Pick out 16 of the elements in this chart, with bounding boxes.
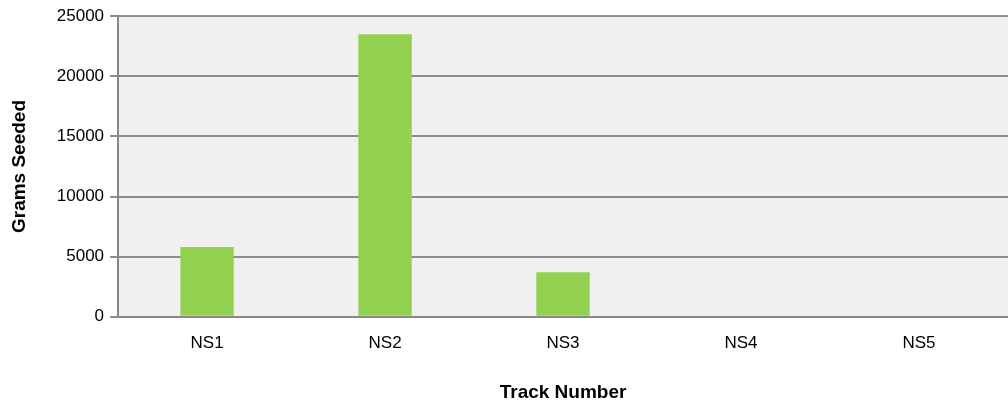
y-tick-label: 15000 bbox=[56, 126, 105, 146]
y-tick-label: 5000 bbox=[66, 246, 105, 266]
x-tick-label: NS4 bbox=[724, 332, 758, 352]
y-tick-label: 25000 bbox=[56, 5, 105, 25]
bar bbox=[180, 247, 234, 316]
x-axis-title: Track Number bbox=[499, 380, 627, 402]
y-axis-title: Grams Seeded bbox=[7, 99, 29, 234]
y-tick-label: 0 bbox=[94, 306, 105, 326]
x-tick-label: NS5 bbox=[902, 332, 936, 352]
y-tick-label: 10000 bbox=[56, 186, 105, 206]
x-tick-label: NS2 bbox=[368, 332, 402, 352]
y-tick-label: 20000 bbox=[56, 66, 105, 86]
bar bbox=[536, 272, 590, 316]
x-tick-label: NS3 bbox=[546, 332, 580, 352]
bar bbox=[358, 34, 412, 316]
x-tick-label: NS1 bbox=[190, 332, 224, 352]
